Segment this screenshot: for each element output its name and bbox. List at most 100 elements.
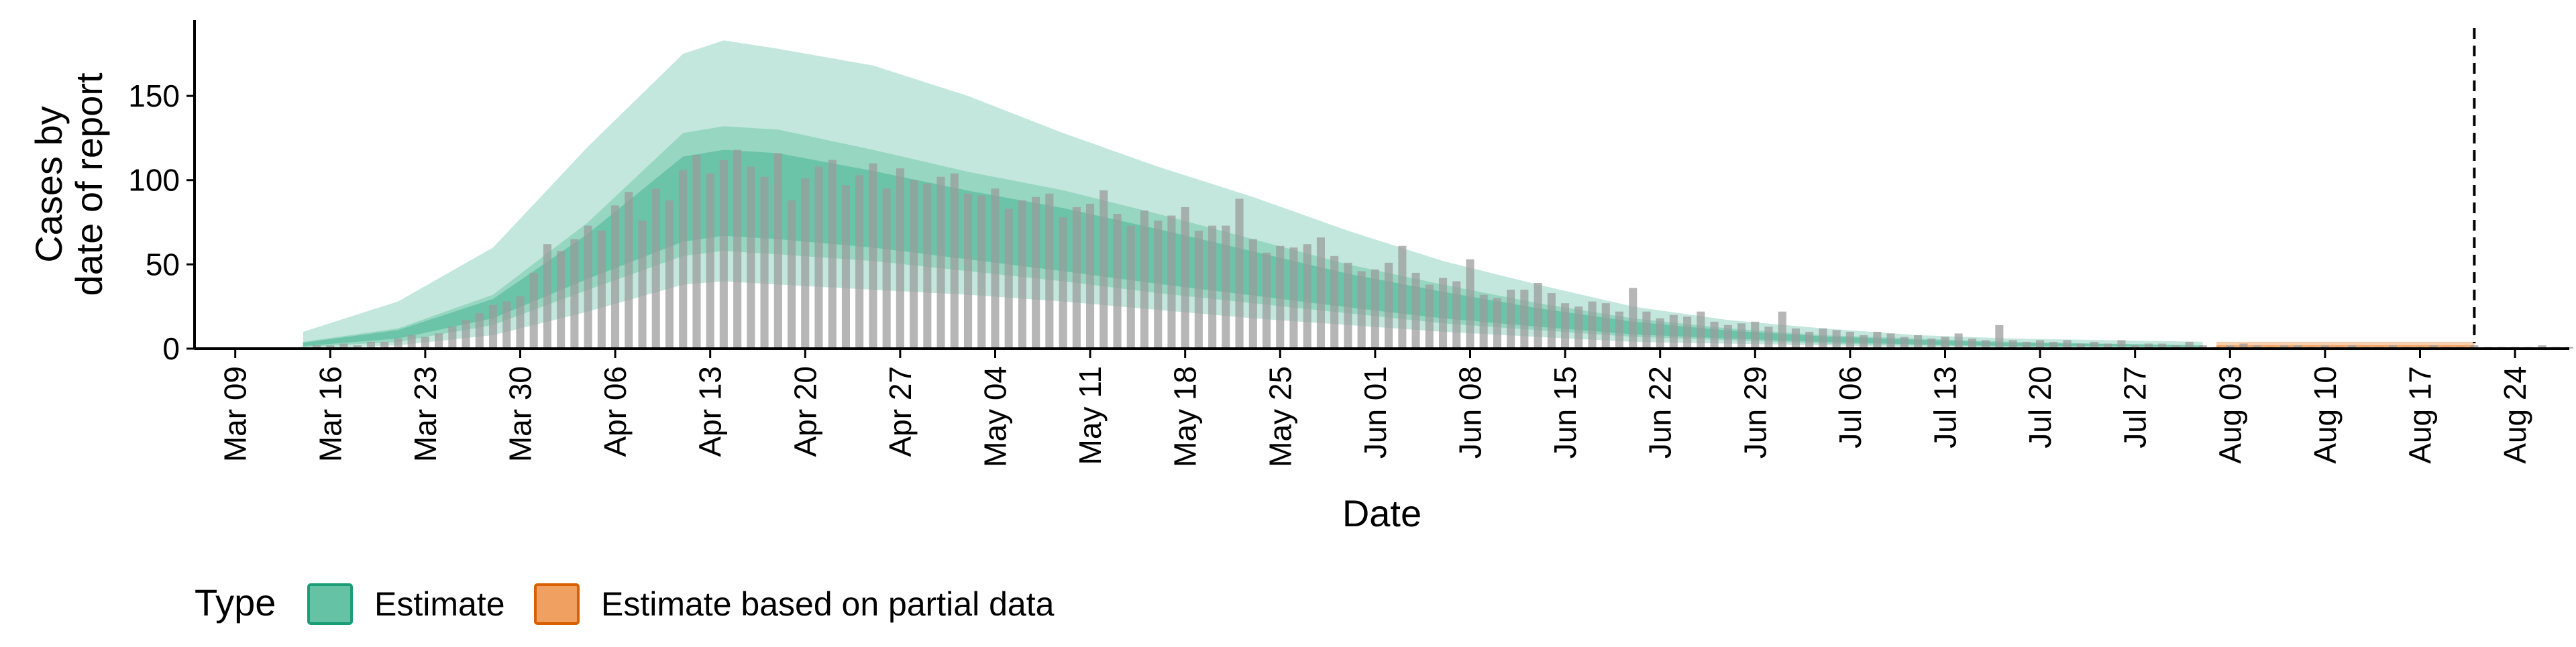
case-bar <box>1425 284 1434 349</box>
case-bar <box>1669 314 1678 349</box>
x-tick-label: Aug 03 <box>2212 366 2247 464</box>
case-bar <box>1018 200 1026 349</box>
case-bar <box>2104 343 2112 349</box>
case-bar <box>1222 225 1230 349</box>
y-tick-label: 150 <box>128 78 180 113</box>
case-bar <box>638 221 647 349</box>
case-bar <box>339 343 348 349</box>
x-tick-label: Apr 27 <box>883 366 918 457</box>
case-bar <box>2348 345 2357 349</box>
case-bar <box>2253 345 2261 349</box>
case-bar <box>1723 325 1732 349</box>
case-bar <box>665 200 674 349</box>
case-bar <box>1873 331 1882 349</box>
case-bar <box>1941 337 1949 349</box>
case-bar <box>869 163 877 349</box>
case-bar <box>1086 203 1095 349</box>
case-bar <box>421 337 429 349</box>
x-tick-label: Jul 06 <box>1833 366 1868 449</box>
case-bar <box>1466 259 1474 349</box>
case-bar <box>1737 323 1746 349</box>
case-bar <box>1330 255 1339 349</box>
case-bar <box>923 183 932 349</box>
case-bar <box>1697 311 1705 349</box>
x-tick-label: Apr 13 <box>693 366 728 457</box>
case-bar <box>936 176 945 349</box>
x-tick-label: Jul 20 <box>2023 366 2057 449</box>
x-tick-label: Jul 13 <box>1927 366 1962 449</box>
case-bar <box>1276 245 1285 349</box>
x-tick-label: Aug 10 <box>2308 366 2343 464</box>
case-bar <box>611 205 620 349</box>
case-bar <box>1493 298 1501 349</box>
legend-label-estimate: Estimate <box>374 585 505 623</box>
case-bar <box>2389 345 2398 349</box>
case-bar <box>2171 345 2180 349</box>
x-tick-label: Jun 29 <box>1737 366 1772 459</box>
case-bar <box>2076 343 2085 349</box>
case-bar <box>1886 333 1895 349</box>
case-bar <box>570 239 579 349</box>
case-bar <box>1601 303 1610 349</box>
case-bar <box>407 335 416 349</box>
case-bar <box>1534 283 1542 349</box>
x-tick-label: Mar 09 <box>218 366 253 462</box>
case-bar <box>557 251 566 349</box>
case-bar <box>1805 331 1814 349</box>
case-bar <box>326 345 335 349</box>
case-bar <box>2131 345 2139 349</box>
case-bar <box>1507 290 1515 349</box>
x-axis-title: Date <box>1342 492 1421 534</box>
case-bar <box>2538 345 2546 349</box>
case-bar <box>814 166 823 349</box>
case-bar <box>2320 345 2329 349</box>
case-bar <box>448 327 457 349</box>
case-bar <box>1683 316 1692 349</box>
case-bar <box>597 231 606 349</box>
case-bar <box>2226 345 2235 349</box>
x-tick-label: Jun 22 <box>1643 366 1678 459</box>
case-bar <box>1140 210 1148 349</box>
case-bar <box>1167 215 1176 349</box>
case-bar <box>2022 341 2031 349</box>
case-bar <box>1615 311 1623 349</box>
case-bar <box>1954 333 1963 349</box>
case-bar <box>366 341 375 349</box>
y-tick-label: 50 <box>146 247 180 282</box>
legend-key-partial[interactable] <box>534 583 580 625</box>
case-bar <box>1791 328 1800 349</box>
case-bar <box>2239 343 2248 349</box>
y-axis-title-line: Cases by <box>28 106 70 262</box>
case-bar <box>625 192 633 349</box>
case-bar <box>1194 231 1203 349</box>
x-tick-label: May 18 <box>1168 366 1203 467</box>
case-bar <box>896 168 904 349</box>
x-tick-label: Apr 20 <box>788 366 822 457</box>
x-tick-label: May 04 <box>977 366 1012 467</box>
case-bar <box>1710 321 1719 349</box>
case-bar <box>1751 321 1760 349</box>
case-bar <box>2049 341 2058 349</box>
case-bar <box>543 244 551 349</box>
y-axis-title: Cases bydate of report <box>28 72 110 296</box>
case-bar <box>1357 271 1366 349</box>
case-bar <box>828 160 837 349</box>
case-bar <box>2198 345 2207 349</box>
case-bar <box>1385 262 1393 349</box>
case-bar <box>841 185 850 349</box>
case-bar <box>2280 345 2289 349</box>
x-tick-label: Apr 06 <box>598 366 633 457</box>
case-bar <box>950 173 959 349</box>
case-bar <box>1371 269 1379 349</box>
case-bar <box>1860 335 1868 349</box>
case-bar <box>1126 225 1135 349</box>
y-tick-label: 0 <box>162 331 180 366</box>
case-bar <box>1927 338 1936 349</box>
case-bar <box>1629 288 1638 349</box>
case-bar <box>1154 221 1163 349</box>
x-tick-label: Mar 16 <box>313 366 347 462</box>
legend-key-estimate[interactable] <box>307 583 353 625</box>
y-axis-title-line: date of report <box>68 72 110 296</box>
reported-case-bars <box>299 150 2573 349</box>
